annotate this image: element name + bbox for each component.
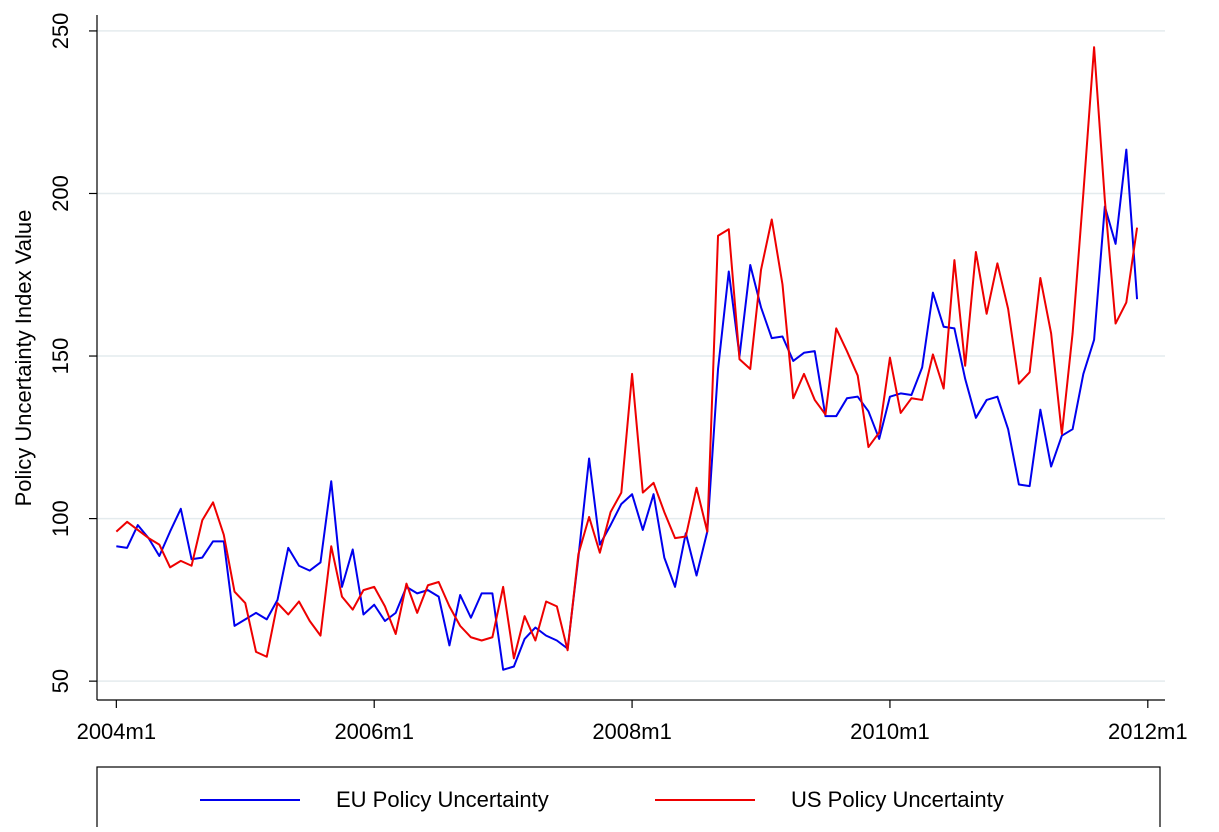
y-tick-label: 200: [48, 175, 73, 212]
x-tick-label: 2008m1: [592, 719, 672, 744]
legend-label: US Policy Uncertainty: [791, 787, 1004, 812]
y-tick-label: 150: [48, 338, 73, 375]
y-axis-title: Policy Uncertainty Index Value: [11, 210, 36, 507]
x-tick-label: 2004m1: [77, 719, 157, 744]
y-tick-label: 250: [48, 13, 73, 50]
y-tick-label: 100: [48, 500, 73, 537]
legend-label: EU Policy Uncertainty: [336, 787, 549, 812]
series-line: [115, 46, 1139, 660]
x-tick-label: 2012m1: [1108, 719, 1188, 744]
x-tick-label: 2010m1: [850, 719, 930, 744]
series-line: [116, 148, 1139, 671]
y-tick-label: 50: [48, 669, 73, 693]
x-tick-label: 2006m1: [334, 719, 414, 744]
